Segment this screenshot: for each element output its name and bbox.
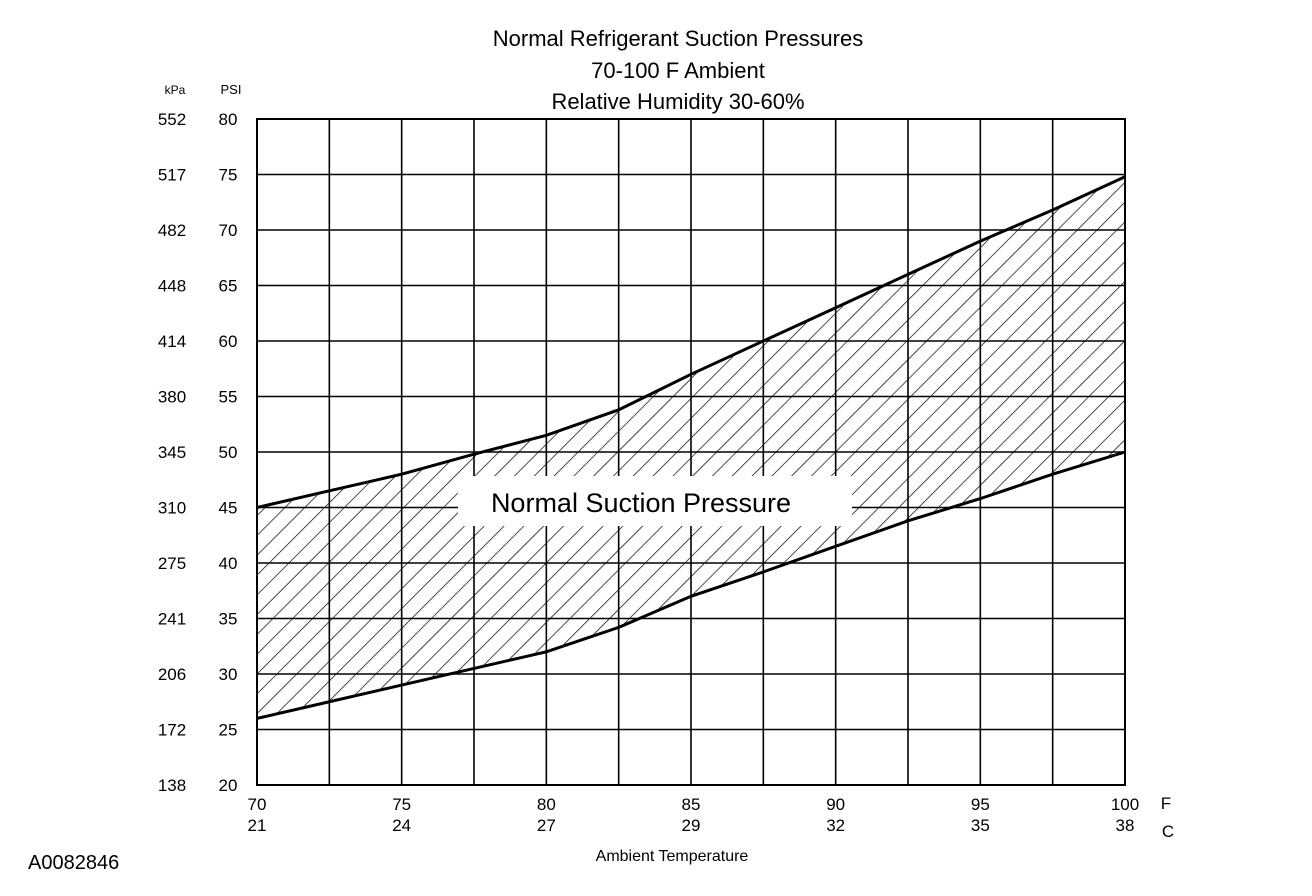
y-tick-psi-50: 50: [219, 443, 238, 462]
x-tick-c-24: 24: [392, 816, 411, 835]
x-axis-label: Ambient Temperature: [596, 848, 749, 865]
y-tick-kpa-138: 138: [158, 776, 186, 795]
y-tick-psi-25: 25: [219, 721, 238, 740]
x-tick-f-95: 95: [971, 795, 990, 814]
y-tick-psi-20: 20: [219, 776, 238, 795]
y-tick-psi-55: 55: [219, 388, 238, 407]
y-tick-kpa-310: 310: [158, 499, 186, 518]
x-tick-c-32: 32: [826, 816, 845, 835]
y-tick-kpa-482: 482: [158, 221, 186, 240]
x-tick-f-80: 80: [537, 795, 556, 814]
y-tick-kpa-380: 380: [158, 388, 186, 407]
x-tick-c-29: 29: [682, 816, 701, 835]
y-tick-psi-75: 75: [219, 166, 238, 185]
chart-subtitle-ambient: 70-100 F Ambient: [591, 58, 765, 83]
y-tick-psi-65: 65: [219, 277, 238, 296]
y-tick-psi-60: 60: [219, 332, 238, 351]
x-tick-f-70: 70: [248, 795, 267, 814]
x-tick-f-100: 100: [1111, 795, 1139, 814]
y-tick-psi-70: 70: [219, 221, 238, 240]
y-tick-kpa-345: 345: [158, 443, 186, 462]
x-tick-f-90: 90: [826, 795, 845, 814]
x-tick-f-85: 85: [682, 795, 701, 814]
y-tick-kpa-448: 448: [158, 277, 186, 296]
y-tick-psi-45: 45: [219, 499, 238, 518]
y-tick-kpa-241: 241: [158, 610, 186, 629]
y-tick-psi-80: 80: [219, 110, 238, 129]
y-tick-psi-40: 40: [219, 554, 238, 573]
y-unit-psi: PSI: [221, 82, 242, 97]
y-tick-psi-30: 30: [219, 665, 238, 684]
upper-limit-curve: [256, 175, 1126, 509]
x-tick-c-38: 38: [1116, 816, 1135, 835]
y-tick-kpa-552: 552: [158, 110, 186, 129]
x-unit-f: F: [1161, 794, 1171, 813]
chart-subtitle-humidity: Relative Humidity 30-60%: [551, 89, 805, 114]
x-tick-c-21: 21: [248, 816, 267, 835]
lower-limit-curve: [256, 450, 1126, 720]
y-unit-kpa: kPa: [165, 83, 186, 97]
y-tick-psi-35: 35: [219, 610, 238, 629]
x-tick-f-75: 75: [392, 795, 411, 814]
y-tick-kpa-172: 172: [158, 721, 186, 740]
y-tick-kpa-517: 517: [158, 166, 186, 185]
x-tick-c-35: 35: [971, 816, 990, 835]
x-tick-c-27: 27: [537, 816, 556, 835]
band-label-background: [458, 476, 852, 526]
band-label: Normal Suction Pressure: [491, 488, 791, 518]
y-tick-kpa-414: 414: [158, 332, 186, 351]
figure-reference-id: A0082846: [28, 852, 120, 874]
chart-title: Normal Refrigerant Suction Pressures: [492, 26, 864, 51]
x-unit-c: C: [1162, 822, 1174, 841]
y-tick-kpa-206: 206: [158, 665, 186, 684]
y-tick-kpa-275: 275: [158, 554, 186, 573]
